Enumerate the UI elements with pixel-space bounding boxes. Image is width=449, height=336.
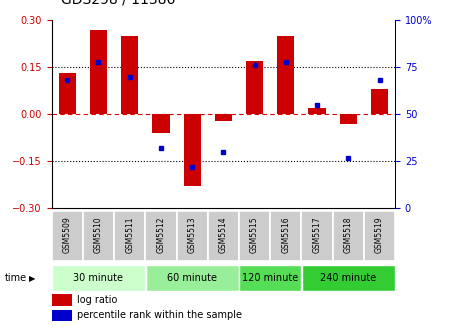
Text: GSM5515: GSM5515: [250, 216, 259, 253]
Text: GSM5518: GSM5518: [344, 216, 353, 253]
Bar: [308, 108, 326, 114]
Bar: [215, 114, 232, 121]
Bar: [302, 265, 395, 291]
Text: 30 minute: 30 minute: [74, 273, 123, 283]
Bar: [145, 211, 176, 261]
Bar: [184, 114, 201, 186]
Bar: [83, 211, 114, 261]
Bar: [301, 211, 333, 261]
Bar: [333, 211, 364, 261]
Text: time: time: [4, 273, 26, 283]
Text: 120 minute: 120 minute: [242, 273, 298, 283]
Bar: [59, 74, 76, 114]
Text: 60 minute: 60 minute: [167, 273, 217, 283]
Text: GSM5510: GSM5510: [94, 216, 103, 253]
Text: GSM5513: GSM5513: [188, 216, 197, 253]
Bar: [270, 211, 301, 261]
Text: 240 minute: 240 minute: [320, 273, 376, 283]
Bar: [121, 36, 138, 114]
Bar: [52, 265, 145, 291]
Bar: [277, 36, 295, 114]
Bar: [52, 294, 72, 306]
Bar: [152, 114, 170, 133]
Bar: [340, 114, 357, 124]
Text: GSM5517: GSM5517: [313, 216, 321, 253]
Bar: [176, 211, 208, 261]
Bar: [90, 30, 107, 114]
Bar: [246, 61, 263, 114]
Bar: [145, 265, 239, 291]
Text: GSM5516: GSM5516: [282, 216, 291, 253]
Bar: [239, 265, 301, 291]
Bar: [114, 211, 145, 261]
Text: GSM5509: GSM5509: [63, 216, 72, 253]
Text: ▶: ▶: [29, 274, 35, 283]
Text: GSM5514: GSM5514: [219, 216, 228, 253]
Text: log ratio: log ratio: [77, 295, 118, 305]
Bar: [52, 211, 83, 261]
Bar: [371, 89, 388, 114]
Text: GSM5512: GSM5512: [156, 216, 165, 253]
Text: GDS298 / 11386: GDS298 / 11386: [61, 0, 175, 7]
Text: GSM5519: GSM5519: [375, 216, 384, 253]
Text: GSM5511: GSM5511: [125, 216, 134, 253]
Bar: [239, 211, 270, 261]
Bar: [208, 211, 239, 261]
Text: percentile rank within the sample: percentile rank within the sample: [77, 310, 242, 320]
Bar: [364, 211, 395, 261]
Bar: [52, 309, 72, 321]
